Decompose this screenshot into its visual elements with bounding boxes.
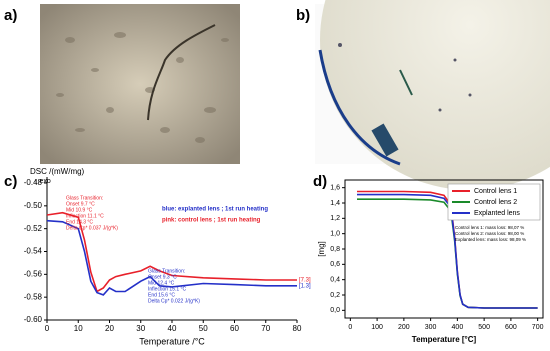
- x-tick-label: 30: [136, 324, 145, 333]
- series-note: pink: control lens ; 1st run heating: [162, 218, 261, 224]
- x-tick-label: 80: [293, 324, 302, 333]
- panel-label: d): [313, 173, 327, 190]
- x-tick-label: 200: [398, 324, 410, 331]
- x-tick-label: 50: [199, 324, 208, 333]
- annotation: Delta Cp* 0.037 J/(g*K): [66, 225, 118, 231]
- y-tick-label: -0.48: [24, 178, 43, 187]
- y-tick-label: 1,0: [330, 231, 340, 238]
- exo-label: ↑ exo: [34, 178, 51, 185]
- y-tick-label: 0,6: [330, 261, 340, 268]
- y-tick-label: -0.60: [24, 315, 43, 324]
- annotation: Delta Cp* 0.022 J/(g*K): [148, 298, 200, 304]
- y-tick-label: 1,4: [330, 200, 340, 207]
- annotation: Control lens 2: mass loss: 98,00 %: [455, 231, 524, 236]
- annotation: Mid 12.4 °C: [148, 280, 175, 286]
- y-tick-label: -0.52: [24, 224, 43, 233]
- x-tick-label: 40: [168, 324, 177, 333]
- data-line: [357, 193, 538, 309]
- end-label: [1.3]: [299, 283, 311, 289]
- x-tick-label: 400: [452, 324, 464, 331]
- y-axis-label: DSC /(mW/mg): [30, 167, 85, 176]
- x-tick-label: 300: [425, 324, 437, 331]
- y-tick-label: -0.58: [24, 292, 43, 301]
- x-tick-label: 0: [348, 324, 352, 331]
- annotation: Mid 10.9 °C: [66, 207, 93, 213]
- x-tick-label: 0: [45, 324, 50, 333]
- photo-b: [315, 0, 550, 190]
- data-line: [46, 219, 297, 296]
- annotation: Onset 9.7 °C: [66, 201, 95, 207]
- y-tick-label: 1,2: [330, 215, 340, 222]
- x-tick-label: 600: [505, 324, 517, 331]
- data-line: [46, 211, 297, 293]
- panel-label: a): [4, 7, 17, 24]
- annotation: Onset 9.3 °C: [148, 274, 177, 280]
- photo-a: [40, 4, 240, 164]
- y-tick-label: 0,8: [330, 246, 340, 253]
- charts: a) b) c) d) -0.48 -0.50 -0.52 -0.54 -0.56 -0.58 -0…: [4, 7, 544, 346]
- y-tick-label: 1,6: [330, 185, 340, 192]
- x-axis-label: Temperature /°C: [139, 336, 205, 346]
- y-tick-label: 0,2: [330, 292, 340, 299]
- x-tick-label: 10: [74, 324, 83, 333]
- annotation: Glass Transition:: [148, 268, 185, 274]
- x-axis-label: Temperature [°C]: [412, 335, 477, 344]
- y-tick-label: -0.54: [24, 247, 43, 256]
- annotation: Control lens 1: mass loss: 98,07 %: [455, 225, 524, 230]
- y-axis-label: [mg]: [317, 241, 326, 257]
- end-label: [7.3]: [299, 278, 311, 284]
- y-tick-label: -0.56: [24, 269, 43, 278]
- panel-label: c): [4, 173, 17, 190]
- y-tick-label: 0,0: [330, 307, 340, 314]
- annotation: Explanted lens: mass loss: 98,09 %: [455, 237, 526, 242]
- x-tick-label: 20: [105, 324, 114, 333]
- y-tick-label: -0.50: [24, 201, 43, 210]
- annotation: Inflection 15.1 °C: [148, 286, 187, 292]
- legend-label: Control lens 1: [474, 188, 517, 195]
- x-tick-label: 100: [371, 324, 383, 331]
- annotation: End 15.6 °C: [148, 292, 175, 298]
- x-tick-label: 500: [478, 324, 490, 331]
- series-note: blue: explanted lens ; 1st run heating: [162, 207, 268, 213]
- legend-label: Explanted lens: [474, 210, 520, 217]
- x-tick-label: 70: [261, 324, 270, 333]
- annotation: End 14.3 °C: [66, 219, 93, 225]
- legend-label: Control lens 2: [474, 199, 517, 206]
- y-tick-label: 0,4: [330, 277, 340, 284]
- annotation: Inflection 11.1 °C: [66, 213, 104, 219]
- annotation: Glass Transition:: [66, 195, 103, 201]
- panel-label: b): [296, 7, 310, 24]
- x-tick-label: 60: [230, 324, 239, 333]
- x-tick-label: 700: [532, 324, 544, 331]
